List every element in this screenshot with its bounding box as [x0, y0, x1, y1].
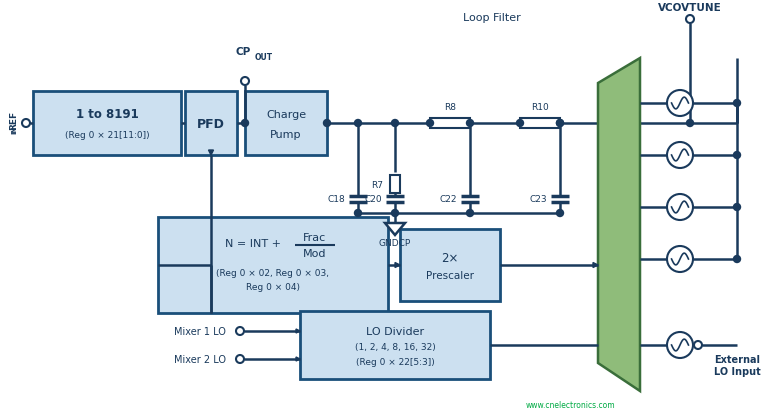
Text: (1, 2, 4, 8, 16, 32): (1, 2, 4, 8, 16, 32)	[355, 343, 436, 351]
Circle shape	[733, 256, 740, 263]
Circle shape	[236, 355, 244, 363]
Text: Charge: Charge	[266, 110, 306, 120]
Text: R10: R10	[531, 103, 549, 112]
Circle shape	[426, 120, 433, 127]
Bar	[300, 311, 490, 379]
Circle shape	[667, 195, 693, 221]
Bar	[185, 92, 237, 156]
Bar	[400, 230, 500, 301]
Text: 1 to 8191: 1 to 8191	[76, 108, 139, 121]
Text: R7: R7	[371, 180, 383, 189]
Polygon shape	[296, 329, 300, 333]
Text: (Reg 0 × 21[11:0]): (Reg 0 × 21[11:0])	[64, 130, 150, 139]
Polygon shape	[593, 263, 598, 268]
Circle shape	[354, 210, 361, 217]
Polygon shape	[385, 223, 405, 235]
Circle shape	[667, 91, 693, 117]
Text: (Reg 0 × 02, Reg 0 × 03,: (Reg 0 × 02, Reg 0 × 03,	[216, 269, 329, 278]
Text: OUT: OUT	[255, 52, 273, 62]
Bar	[33, 92, 181, 156]
Bar	[158, 218, 388, 313]
Circle shape	[687, 120, 694, 127]
Circle shape	[391, 120, 398, 127]
Circle shape	[241, 78, 249, 86]
Circle shape	[236, 327, 244, 335]
Polygon shape	[598, 59, 640, 391]
Circle shape	[556, 210, 563, 217]
Bar	[390, 176, 400, 194]
Text: External: External	[714, 354, 760, 364]
Text: Mixer 2 LO: Mixer 2 LO	[174, 354, 226, 364]
Circle shape	[323, 120, 330, 127]
Text: (Reg 0 × 22[5:3]): (Reg 0 × 22[5:3])	[356, 358, 434, 367]
Text: Mixer 1 LO: Mixer 1 LO	[174, 326, 226, 336]
Text: GNDCP: GNDCP	[379, 239, 411, 248]
Polygon shape	[296, 357, 300, 361]
Circle shape	[22, 120, 30, 128]
Circle shape	[667, 142, 693, 169]
Text: Frac: Frac	[303, 233, 326, 242]
Circle shape	[391, 210, 398, 217]
Circle shape	[242, 120, 249, 127]
Text: PFD: PFD	[197, 117, 225, 130]
Circle shape	[694, 341, 702, 349]
Circle shape	[733, 100, 740, 107]
Text: Mod: Mod	[303, 248, 327, 259]
Text: R8: R8	[444, 103, 456, 112]
Text: Pump: Pump	[270, 130, 301, 140]
Circle shape	[556, 120, 563, 127]
Text: C23: C23	[529, 195, 547, 204]
Text: 2×: 2×	[441, 251, 459, 264]
Text: www.cnelectronics.com: www.cnelectronics.com	[525, 401, 615, 410]
Text: Reg 0 × 04): Reg 0 × 04)	[246, 283, 300, 292]
Text: CP: CP	[236, 47, 250, 57]
Circle shape	[354, 120, 361, 127]
Bar	[430, 119, 470, 129]
Polygon shape	[395, 263, 400, 268]
Text: C18: C18	[327, 195, 345, 204]
Circle shape	[667, 332, 693, 358]
Text: Prescaler: Prescaler	[426, 271, 474, 280]
Text: LO Input: LO Input	[714, 366, 760, 376]
Circle shape	[686, 16, 694, 24]
Circle shape	[467, 210, 474, 217]
Circle shape	[516, 120, 523, 127]
Text: C20: C20	[364, 195, 382, 204]
Text: Loop Filter: Loop Filter	[463, 13, 521, 23]
Bar	[245, 92, 327, 156]
Text: VCOVTUNE: VCOVTUNE	[658, 3, 722, 13]
Text: IN: IN	[11, 126, 17, 134]
Text: LO Divider: LO Divider	[366, 326, 424, 336]
Circle shape	[667, 247, 693, 272]
Polygon shape	[208, 151, 213, 156]
Bar	[520, 119, 560, 129]
Text: N = INT +: N = INT +	[226, 238, 284, 248]
Text: REF: REF	[9, 110, 19, 129]
Text: C22: C22	[439, 195, 457, 204]
Circle shape	[733, 152, 740, 159]
Circle shape	[467, 120, 474, 127]
Circle shape	[733, 204, 740, 211]
Circle shape	[556, 120, 563, 127]
